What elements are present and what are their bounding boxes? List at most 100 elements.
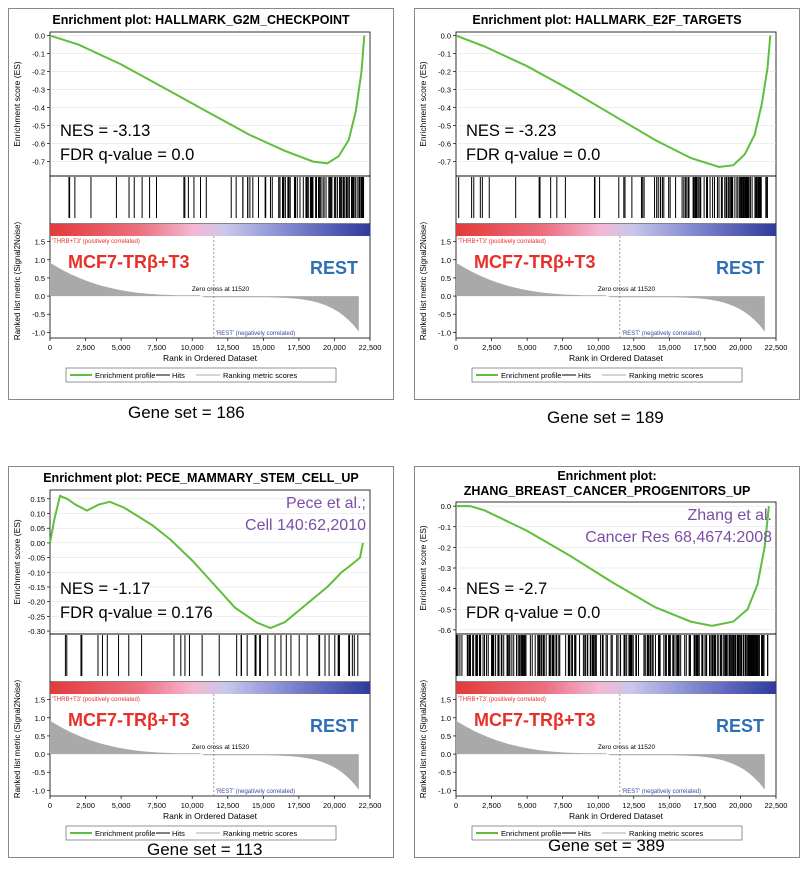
metric-tick-label: 0.5: [441, 274, 451, 283]
es-tick-label: -0.6: [438, 140, 451, 149]
x-tick-label: 0: [454, 801, 458, 810]
es-axis-label: Enrichment score (ES): [418, 525, 428, 611]
x-tick-label: 15,000: [252, 343, 275, 352]
legend-hits: Hits: [172, 371, 185, 380]
metric-tick-label: -0.5: [32, 768, 45, 777]
fdr-qvalue: FDR q-value = 0.0: [466, 146, 600, 164]
nes-value: NES = -1.17: [60, 580, 150, 598]
x-axis-label: Rank in Ordered Dataset: [569, 353, 664, 363]
x-tick-label: 12,500: [216, 343, 239, 352]
metric-tick-label: -1.0: [438, 786, 451, 795]
x-tick-label: 12,500: [216, 801, 239, 810]
group-label-mcf7: MCF7-TRβ+T3: [474, 710, 596, 730]
ranking-metric-scores: [50, 720, 359, 790]
x-tick-label: 5,000: [112, 801, 131, 810]
es-tick-label: -0.7: [438, 158, 451, 167]
x-tick-label: 2,500: [482, 343, 501, 352]
metric-tick-label: -0.5: [438, 768, 451, 777]
metric-tick-label: 0.5: [441, 732, 451, 741]
correlation-color-bar: [456, 224, 776, 236]
x-tick-label: 17,500: [287, 801, 310, 810]
x-tick-label: 22,500: [359, 343, 382, 352]
x-tick-label: 2,500: [76, 801, 95, 810]
es-tick-label: -0.4: [438, 104, 451, 113]
positively-correlated-label: 'THRB+T3' (positively correlated): [52, 239, 140, 245]
x-tick-label: 20,000: [323, 343, 346, 352]
es-tick-label: -0.30: [28, 627, 45, 636]
ranking-metric-scores: [50, 262, 359, 332]
x-tick-label: 10,000: [587, 801, 610, 810]
legend-hits: Hits: [172, 829, 185, 838]
citation-text: Cancer Res 68,4674:2008: [585, 529, 772, 546]
citation-text: Zhang et al.: [688, 507, 773, 524]
x-tick-label: 7,500: [553, 343, 572, 352]
es-tick-label: -0.3: [32, 86, 45, 95]
x-tick-label: 22,500: [765, 801, 788, 810]
gene-set-size-label: Gene set = 186: [128, 403, 245, 422]
metric-tick-label: -0.5: [32, 310, 45, 319]
negatively-correlated-label: 'REST' (negatively correlated): [216, 789, 295, 795]
x-tick-label: 22,500: [359, 801, 382, 810]
nes-value: NES = -3.23: [466, 122, 556, 140]
group-label-mcf7: MCF7-TRβ+T3: [68, 252, 190, 272]
correlation-color-bar: [456, 682, 776, 694]
x-tick-label: 17,500: [693, 801, 716, 810]
negatively-correlated-label: 'REST' (negatively correlated): [622, 789, 701, 795]
plot-title: Enrichment plot: HALLMARK_G2M_CHECKPOINT: [52, 13, 350, 27]
es-axis-label: Enrichment score (ES): [418, 61, 428, 147]
es-tick-label: -0.7: [32, 158, 45, 167]
metric-tick-label: -0.5: [438, 310, 451, 319]
x-tick-label: 5,000: [518, 801, 537, 810]
x-tick-label: 7,500: [147, 801, 166, 810]
x-tick-label: 17,500: [693, 343, 716, 352]
x-tick-label: 17,500: [287, 343, 310, 352]
es-tick-label: -0.10: [28, 568, 45, 577]
x-tick-label: 7,500: [553, 801, 572, 810]
enrichment-plot: Enrichment plot: HALLMARK_E2F_TARGETS 0.0…: [414, 8, 800, 400]
metric-tick-label: 1.5: [35, 238, 45, 247]
correlation-color-bar: [50, 682, 370, 694]
zero-cross-label: Zero cross at 11520: [192, 286, 250, 293]
enrichment-plot: Enrichment plot: PECE_MAMMARY_STEM_CELL_…: [8, 466, 394, 858]
legend-enrichment-profile: Enrichment profile: [95, 829, 155, 838]
x-tick-label: 2,500: [482, 801, 501, 810]
group-label-mcf7: MCF7-TRβ+T3: [68, 710, 190, 730]
metric-tick-label: 1.0: [35, 256, 45, 265]
x-tick-label: 10,000: [181, 343, 204, 352]
plot-title: Enrichment plot: PECE_MAMMARY_STEM_CELL_…: [43, 471, 359, 485]
group-label-rest: REST: [716, 258, 764, 278]
metric-tick-label: 1.5: [441, 696, 451, 705]
negatively-correlated-label: 'REST' (negatively correlated): [216, 331, 295, 337]
gene-set-size-label: Gene set = 113: [147, 840, 263, 859]
x-axis-label: Rank in Ordered Dataset: [163, 811, 258, 821]
citation-text: Pece et al.;: [286, 495, 366, 512]
es-tick-label: -0.1: [438, 50, 451, 59]
x-tick-label: 5,000: [518, 343, 537, 352]
enrichment-curve: [49, 494, 364, 630]
gsea-panel-g2m-checkpoint: Enrichment plot: HALLMARK_G2M_CHECKPOINT…: [8, 8, 394, 400]
plot-title: Enrichment plot: HALLMARK_E2F_TARGETS: [472, 13, 741, 27]
es-tick-label: -0.2: [438, 543, 451, 552]
legend-hits: Hits: [578, 371, 591, 380]
x-tick-label: 20,000: [729, 343, 752, 352]
group-label-rest: REST: [310, 716, 358, 736]
x-tick-label: 0: [48, 343, 52, 352]
metric-tick-label: 0.5: [35, 732, 45, 741]
metric-tick-label: 1.0: [441, 714, 451, 723]
enrichment-plot: Enrichment plot:ZHANG_BREAST_CANCER_PROG…: [414, 466, 800, 858]
legend-ranking-metric: Ranking metric scores: [629, 371, 703, 380]
enrichment-curve: [455, 34, 772, 169]
x-tick-label: 10,000: [587, 343, 610, 352]
citation-text: Cell 140:62,2010: [245, 517, 366, 534]
es-tick-label: -0.1: [32, 50, 45, 59]
x-tick-label: 0: [454, 343, 458, 352]
es-tick-label: -0.4: [438, 585, 451, 594]
x-tick-label: 15,000: [658, 343, 681, 352]
gsea-panel-pece-mammary-stem-cell: Enrichment plot: PECE_MAMMARY_STEM_CELL_…: [8, 466, 394, 858]
metric-tick-label: 1.0: [441, 256, 451, 265]
nes-value: NES = -3.13: [60, 122, 150, 140]
x-tick-label: 20,000: [729, 801, 752, 810]
es-tick-label: -0.20: [28, 598, 45, 607]
zero-cross-label: Zero cross at 11520: [192, 744, 250, 751]
x-tick-label: 12,500: [622, 801, 645, 810]
